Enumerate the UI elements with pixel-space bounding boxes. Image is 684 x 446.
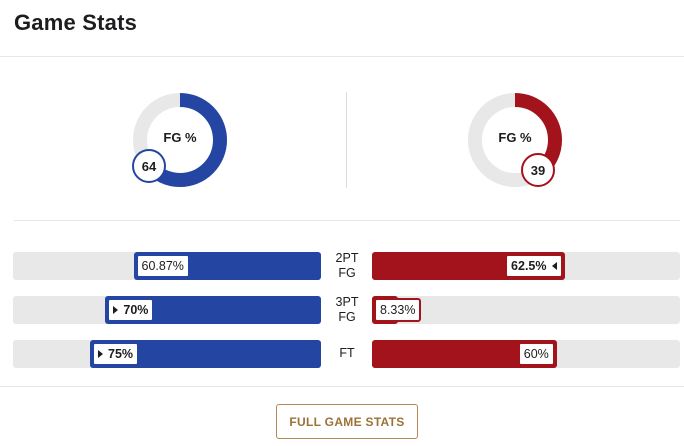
away-stat-text: 62.5% [511, 259, 547, 273]
away-stat-fill: 62.5% [372, 252, 565, 280]
home-fg-donut-chart [133, 93, 227, 187]
home-donut-arc [133, 93, 227, 187]
away-donut-label: FG % [498, 130, 532, 145]
donut-divider [346, 92, 347, 188]
home-stat-text: 60.87% [141, 259, 184, 273]
away-stat-value: 60% [517, 342, 555, 366]
section-title: Game Stats [14, 10, 138, 35]
home-stat-value: 70% [107, 298, 155, 322]
away-stat-text: 8.33% [380, 303, 416, 317]
home-stat-fill: 75% [90, 340, 321, 368]
away-stat-bar: 62.5% [372, 252, 680, 280]
leader-arrow-icon [98, 350, 103, 358]
footer-divider [0, 386, 684, 387]
away-donut-arc [468, 93, 562, 187]
stats-divider [14, 220, 680, 221]
away-fg-donut-chart [468, 93, 562, 187]
home-stat-bar: 75% [13, 340, 321, 368]
home-stat-bar: 70% [13, 296, 321, 324]
leader-arrow-icon [551, 262, 557, 270]
home-stat-value: 75% [92, 342, 140, 366]
home-stat-text: 70% [123, 303, 149, 317]
away-stat-bar: 8.33% [372, 296, 680, 324]
home-stat-text: 75% [108, 347, 134, 361]
home-fg-donut: FG % [130, 90, 230, 190]
home-donut-label: FG % [163, 130, 197, 145]
home-fg-value-badge: 64 [132, 149, 166, 183]
header-divider [0, 56, 684, 57]
home-stat-bar: 60.87% [13, 252, 321, 280]
full-game-stats-button[interactable]: FULL GAME STATS [276, 404, 418, 439]
away-stat-text: 60% [523, 347, 549, 361]
away-fg-donut: FG % [465, 90, 565, 190]
home-stat-fill: 70% [105, 296, 321, 324]
away-stat-value: 62.5% [505, 254, 563, 278]
home-stat-fill: 60.87% [133, 252, 321, 280]
stat-label: 2PT FG [335, 251, 359, 280]
away-stat-bar: 60% [372, 340, 680, 368]
away-fg-value-badge: 39 [521, 153, 555, 187]
stat-label: 3PT FG [335, 295, 359, 324]
away-stat-fill: 60% [372, 340, 557, 368]
away-stat-value: 8.33% [374, 298, 422, 322]
stat-label: FT [339, 346, 355, 360]
leader-arrow-icon [113, 306, 119, 314]
home-stat-value: 60.87% [135, 254, 190, 278]
